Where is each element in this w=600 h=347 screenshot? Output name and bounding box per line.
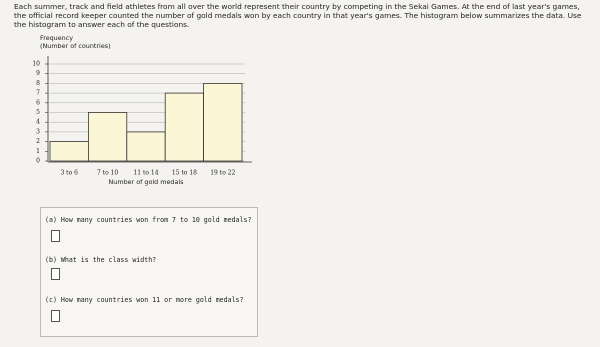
- x-tick-label: 15 to 18: [172, 170, 197, 177]
- bar: [49, 141, 89, 162]
- x-tick-label: 19 to 22: [210, 170, 235, 177]
- histogram: Frequency (Number of countries) Number o…: [32, 34, 252, 186]
- bar: [126, 131, 166, 162]
- bar: [164, 92, 204, 162]
- y-tick-label: 10: [32, 61, 40, 68]
- answer-input[interactable]: [51, 310, 60, 322]
- y-tick-label: 6: [36, 99, 40, 106]
- question: (c) How many countries won 11 or more go…: [45, 296, 244, 304]
- y-tick-label: 8: [36, 80, 40, 87]
- answer-input[interactable]: [51, 268, 60, 280]
- y-axis-label-sub: (Number of countries): [40, 42, 111, 50]
- question: (a) How many countries won from 7 to 10 …: [45, 216, 252, 224]
- y-tick-label: 3: [36, 128, 40, 135]
- y-tick-label: 2: [36, 138, 40, 145]
- question-box: (a) How many countries won from 7 to 10 …: [40, 207, 258, 337]
- x-axis-label: Number of gold medals: [109, 178, 185, 186]
- question: (b) What is the class width?: [45, 256, 157, 264]
- y-tick-label: 0: [36, 158, 40, 165]
- y-tick-label: 5: [36, 109, 40, 116]
- bar: [203, 83, 243, 162]
- y-axis-label: Frequency: [40, 34, 73, 42]
- y-tick-label: 1: [36, 148, 40, 155]
- x-tick-label: 7 to 10: [97, 170, 118, 177]
- bar: [88, 112, 128, 162]
- y-tick-label: 4: [36, 119, 40, 126]
- x-tick-label: 3 to 6: [60, 170, 78, 177]
- answer-input[interactable]: [51, 230, 60, 242]
- intro-text: Each summer, track and field athletes fr…: [14, 2, 582, 29]
- y-tick-label: 7: [36, 90, 40, 97]
- x-tick-label: 11 to 14: [133, 170, 158, 177]
- y-tick-label: 9: [36, 70, 40, 77]
